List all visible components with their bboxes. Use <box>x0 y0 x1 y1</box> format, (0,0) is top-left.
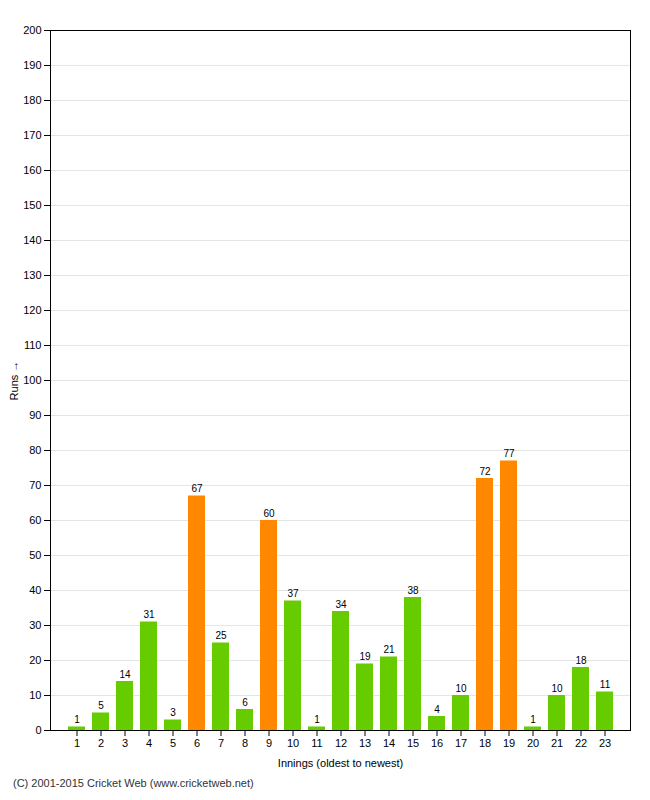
svg-text:1: 1 <box>314 714 320 725</box>
svg-text:10: 10 <box>29 689 41 701</box>
svg-text:0: 0 <box>35 724 41 736</box>
svg-text:50: 50 <box>29 549 41 561</box>
svg-text:20: 20 <box>527 737 539 749</box>
svg-text:18: 18 <box>575 655 587 666</box>
svg-text:180: 180 <box>23 94 41 106</box>
svg-text:3: 3 <box>170 707 176 718</box>
svg-text:100: 100 <box>23 374 41 386</box>
svg-text:37: 37 <box>287 588 299 599</box>
svg-text:5: 5 <box>170 737 176 749</box>
svg-text:160: 160 <box>23 164 41 176</box>
svg-text:2: 2 <box>98 737 104 749</box>
svg-text:1: 1 <box>74 737 80 749</box>
svg-text:25: 25 <box>215 630 227 641</box>
svg-text:38: 38 <box>407 585 419 596</box>
svg-text:67: 67 <box>191 483 203 494</box>
svg-text:200: 200 <box>23 24 41 36</box>
svg-text:19: 19 <box>503 737 515 749</box>
html-text:(C) 2001-2015 Cricket Web (www: (C) 2001-2015 Cricket Web (www.cricketwe… <box>13 777 254 789</box>
svg-text:10: 10 <box>455 683 467 694</box>
svg-text:40: 40 <box>29 584 41 596</box>
svg-text:20: 20 <box>29 654 41 666</box>
svg-text:11: 11 <box>600 679 611 690</box>
svg-text:4: 4 <box>434 704 440 715</box>
svg-text:6: 6 <box>194 737 200 749</box>
svg-text:34: 34 <box>335 599 347 610</box>
svg-text:190: 190 <box>23 59 41 71</box>
svg-text:140: 140 <box>23 234 41 246</box>
svg-text:10: 10 <box>551 683 563 694</box>
svg-text:5: 5 <box>98 700 104 711</box>
svg-text:31: 31 <box>143 609 155 620</box>
svg-text:18: 18 <box>479 737 491 749</box>
svg-text:1: 1 <box>74 714 80 725</box>
svg-text:60: 60 <box>29 514 41 526</box>
svg-text:110: 110 <box>24 339 42 351</box>
svg-text:15: 15 <box>407 737 419 749</box>
svg-text:150: 150 <box>23 199 41 211</box>
svg-text:12: 12 <box>335 737 347 749</box>
svg-text:1: 1 <box>530 714 536 725</box>
svg-text:23: 23 <box>599 737 611 749</box>
svg-text:6: 6 <box>242 697 248 708</box>
svg-text:30: 30 <box>29 619 41 631</box>
svg-text:8: 8 <box>242 737 248 749</box>
svg-text:4: 4 <box>146 737 152 749</box>
svg-text:10: 10 <box>287 737 299 749</box>
svg-text:21: 21 <box>383 644 395 655</box>
svg-text:21: 21 <box>551 737 563 749</box>
svg-text:19: 19 <box>359 651 371 662</box>
svg-text:13: 13 <box>359 737 371 749</box>
svg-text:170: 170 <box>23 129 41 141</box>
svg-text:130: 130 <box>23 269 41 281</box>
svg-text:17: 17 <box>455 737 467 749</box>
svg-text:9: 9 <box>266 737 272 749</box>
svg-text:Runs →: Runs → <box>8 361 20 401</box>
svg-text:90: 90 <box>29 409 41 421</box>
svg-text:14: 14 <box>383 737 395 749</box>
svg-text:Innings (oldest to newest): Innings (oldest to newest) <box>278 757 403 769</box>
svg-text:77: 77 <box>503 448 515 459</box>
svg-text:7: 7 <box>218 737 224 749</box>
svg-text:72: 72 <box>479 466 491 477</box>
svg-text:11: 11 <box>311 737 322 749</box>
svg-text:60: 60 <box>263 508 275 519</box>
svg-text:3: 3 <box>122 737 128 749</box>
svg-text:16: 16 <box>431 737 443 749</box>
svg-text:80: 80 <box>29 444 41 456</box>
svg-text:22: 22 <box>575 737 587 749</box>
svg-text:70: 70 <box>29 479 41 491</box>
svg-text:120: 120 <box>23 304 41 316</box>
svg-text:14: 14 <box>119 669 131 680</box>
